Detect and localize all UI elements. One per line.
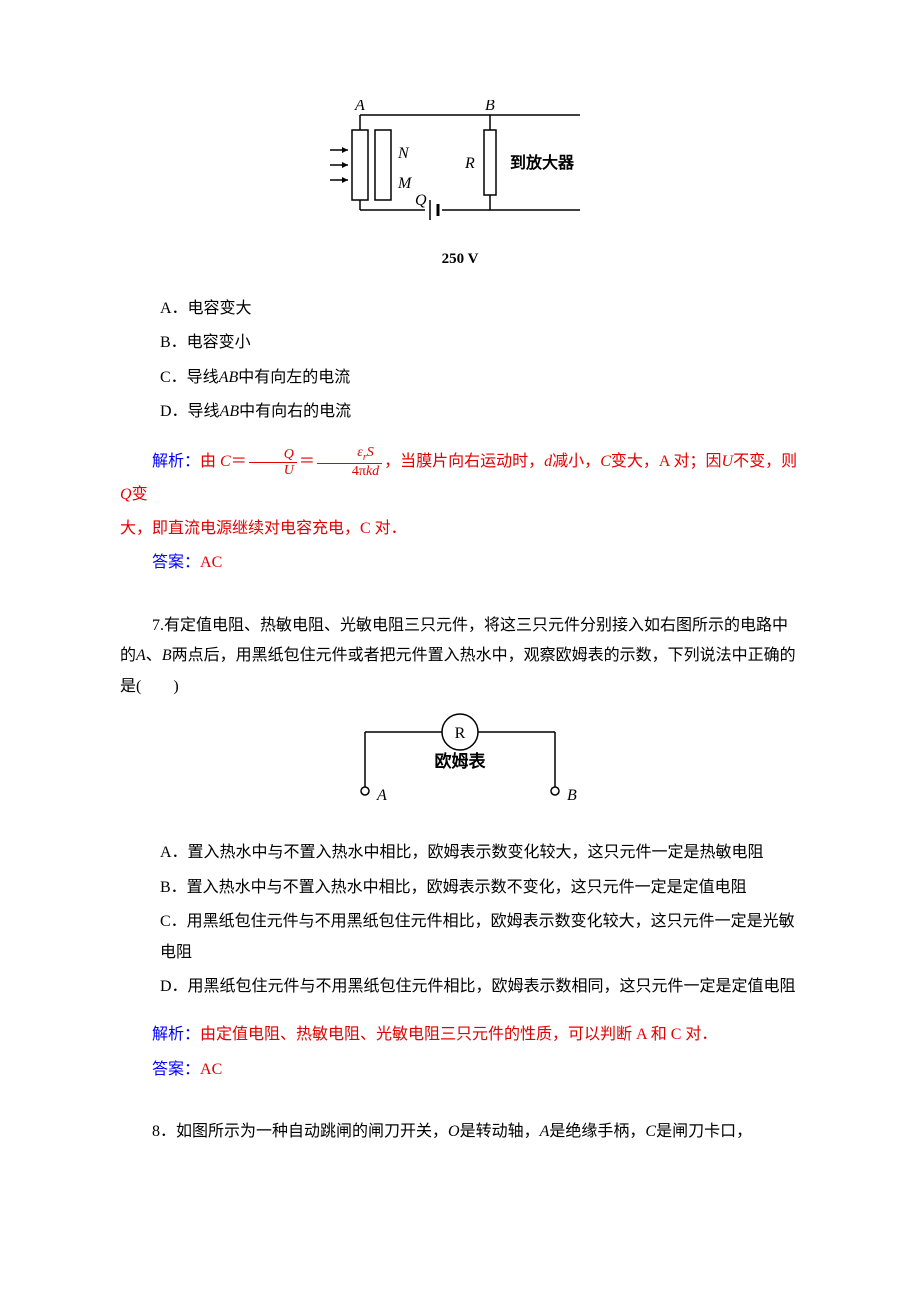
svg-text:到放大器: 到放大器	[510, 153, 575, 172]
q7-answer: 答案：AC	[120, 1055, 800, 1085]
svg-text:A: A	[354, 100, 365, 114]
svg-text:B: B	[485, 100, 495, 114]
q6-option-c: C．导线AB中有向左的电流	[160, 363, 800, 393]
q6-option-d: D．导线AB中有向右的电流	[160, 397, 800, 427]
svg-text:Q: Q	[415, 192, 427, 209]
q6-answer: 答案：AC	[120, 548, 800, 578]
circuit-svg: A B N M Q	[330, 100, 590, 230]
q7-option-b: B．置入热水中与不置入热水中相比，欧姆表示数不变化，这只元件一定是定值电阻	[160, 873, 800, 903]
q6-circuit-figure: A B N M Q	[120, 100, 800, 274]
q7-option-d: D．用黑纸包住元件与不用黑纸包住元件相比，欧姆表示数相同，这只元件一定是定值电阻	[160, 972, 800, 1002]
q6-solution-line2: 大，即直流电源继续对电容充电，C 对．	[120, 514, 800, 544]
svg-text:欧姆表: 欧姆表	[435, 751, 487, 771]
q6-option-a: A．电容变大	[160, 294, 800, 324]
voltage-label: 250 V	[120, 245, 800, 274]
q6-option-b: B．电容变小	[160, 328, 800, 358]
q7-option-a: A．置入热水中与不置入热水中相比，欧姆表示数变化较大，这只元件一定是热敏电阻	[160, 838, 800, 868]
q8-stem: 8．如图所示为一种自动跳闸的闸刀开关，O是转动轴，A是绝缘手柄，C是闸刀卡口，	[120, 1117, 800, 1147]
svg-text:A: A	[376, 787, 387, 804]
q7-option-c: C．用黑纸包住元件与不用黑纸包住元件相比，欧姆表示数变化较大，这只元件一定是光敏…	[160, 907, 800, 968]
ohmmeter-svg: R 欧姆表 A B	[335, 712, 585, 807]
q6-solution: 解析：由 C＝QU＝εrS4πkd，当膜片向右运动时，d减小，C变大，A 对；因…	[120, 445, 800, 510]
q7-stem: 7.有定值电阻、热敏电阻、光敏电阻三只元件，将这三只元件分别接入如右图所示的电路…	[120, 611, 800, 702]
svg-text:R: R	[455, 725, 466, 742]
q7-ohmmeter-figure: R 欧姆表 A B	[120, 712, 800, 818]
svg-text:R: R	[464, 155, 475, 172]
svg-text:B: B	[567, 787, 577, 804]
q7-solution: 解析：由定值电阻、热敏电阻、光敏电阻三只元件的性质，可以判断 A 和 C 对．	[120, 1020, 800, 1050]
svg-text:M: M	[397, 175, 413, 192]
svg-text:N: N	[397, 145, 410, 162]
